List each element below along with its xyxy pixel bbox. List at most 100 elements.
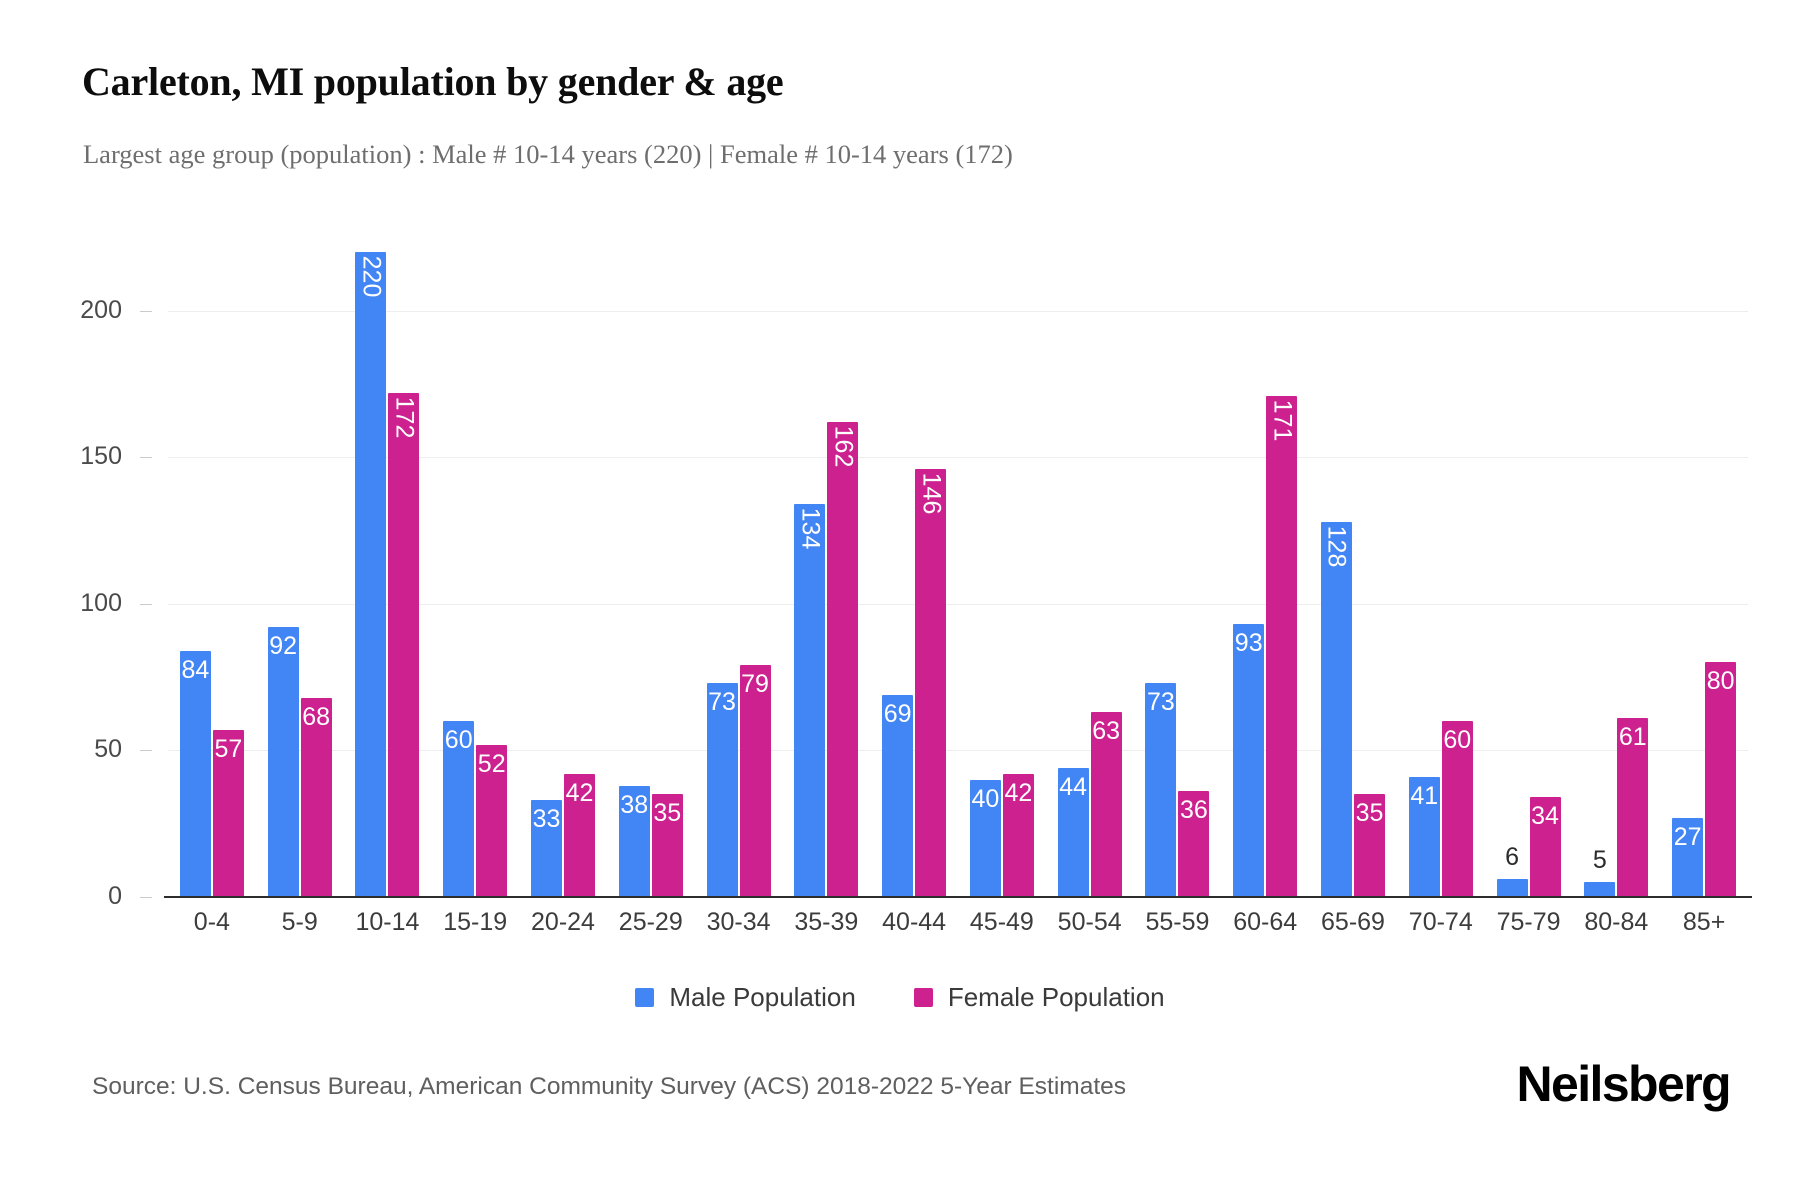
bar[interactable]: 92	[267, 627, 299, 897]
bar[interactable]: 57	[212, 729, 244, 897]
bar[interactable]: 79	[739, 665, 771, 897]
legend-label: Female Population	[947, 982, 1165, 1012]
bar[interactable]: 35	[651, 794, 683, 897]
bar-value-label: 162	[829, 425, 858, 468]
bar[interactable]: 44	[1057, 768, 1089, 897]
bar-group: 40 42	[958, 252, 1046, 897]
bar[interactable]: 27	[1672, 817, 1704, 897]
legend-item[interactable]: Male Population	[635, 982, 856, 1013]
bar[interactable]: 40	[969, 779, 1001, 897]
bar-value-label: 128	[1322, 525, 1351, 568]
bar[interactable]: 52	[476, 744, 508, 897]
bar-value-label: 60	[1443, 726, 1472, 755]
bar[interactable]: 63	[1090, 712, 1122, 897]
bar-value-label: 38	[620, 790, 649, 819]
bar-value-label: 172	[390, 396, 419, 439]
bar-value-label: 41	[1410, 781, 1439, 810]
bar[interactable]: 172	[388, 392, 420, 897]
bar-group: 33 42	[519, 252, 607, 897]
bar[interactable]: 162	[827, 422, 859, 897]
y-axis-tick-mark	[140, 750, 152, 752]
legend-item[interactable]: Female Population	[913, 982, 1165, 1013]
bar-value-label: 93	[1234, 629, 1263, 658]
bar[interactable]: 134	[794, 504, 826, 897]
bar-value-label: 69	[883, 699, 912, 728]
bar-value-label: 80	[1706, 667, 1735, 696]
bar-value-label: 5	[1592, 846, 1607, 875]
bar-value-label: 34	[1531, 802, 1559, 831]
x-axis-tick-label: 55-59	[1145, 908, 1210, 936]
bar-value-label: 33	[532, 805, 561, 834]
x-axis-tick-label: 45-49	[969, 908, 1034, 936]
x-axis-line	[164, 896, 1752, 898]
legend-swatch-icon	[635, 988, 655, 1007]
chart-subtitle: Largest age group (population) : Male # …	[83, 139, 1013, 169]
bar[interactable]: 61	[1617, 718, 1649, 897]
y-axis-tick-mark	[140, 310, 152, 312]
gridline	[168, 750, 1748, 752]
bar-value-label: 146	[917, 472, 946, 515]
bar-value-label: 6	[1505, 843, 1519, 872]
bar-value-label: 36	[1180, 796, 1208, 825]
bar-group: 93 171	[1221, 252, 1309, 897]
x-axis-tick-label: 5-9	[281, 908, 318, 936]
bar[interactable]: 38	[618, 785, 650, 897]
y-axis-tick-label: 150	[80, 442, 122, 471]
bar[interactable]: 84	[179, 650, 211, 897]
bar[interactable]: 60	[443, 721, 475, 897]
bar-value-label: 220	[357, 255, 386, 298]
bar[interactable]: 73	[706, 682, 738, 897]
bar-group: 6 34	[1485, 252, 1573, 897]
x-axis-tick-label: 85+	[1682, 908, 1726, 936]
bar-value-label: 27	[1673, 822, 1702, 851]
bar-value-label: 57	[214, 734, 243, 763]
y-axis-tick-mark	[140, 457, 152, 459]
bar[interactable]: 220	[355, 252, 387, 897]
plot-area: 84 57 92 68 220 172 60 52 33 42 38 35 73 79 134 162 69 14…	[164, 252, 1752, 936]
bar-group: 73 36	[1134, 252, 1222, 897]
bar-value-label: 44	[1059, 773, 1088, 801]
legend-label: Male Population	[669, 982, 856, 1012]
bar-value-label: 35	[653, 799, 682, 828]
x-axis-tick-label: 0-4	[193, 908, 230, 936]
x-axis-tick-label: 10-14	[355, 908, 420, 936]
x-axis-tick-label: 80-84	[1584, 908, 1649, 936]
bar[interactable]: 73	[1145, 682, 1177, 897]
y-axis-tick-label: 200	[80, 295, 122, 324]
x-axis-tick-label: 25-29	[618, 908, 683, 936]
bar[interactable]: 33	[530, 800, 562, 897]
x-axis-tick-label: 60-64	[1233, 908, 1298, 936]
page-title: Carleton, MI population by gender & age	[82, 59, 784, 104]
bar-group: 84 57	[168, 252, 256, 897]
x-axis-tick-label: 75-79	[1496, 908, 1561, 936]
bar-value-label: 40	[971, 784, 1000, 813]
bar[interactable]: 42	[1002, 773, 1034, 897]
bar[interactable]: 34	[1529, 797, 1561, 897]
gridline	[168, 457, 1748, 459]
bar[interactable]: 93	[1233, 624, 1265, 897]
y-axis-tick-label: 100	[80, 588, 122, 617]
brand-logo: Neilsberg	[1516, 1056, 1732, 1112]
bar[interactable]: 60	[1441, 721, 1473, 897]
y-axis-tick-label: 50	[94, 735, 122, 764]
bar[interactable]: 35	[1353, 794, 1385, 897]
bar[interactable]: 69	[882, 694, 914, 897]
bar[interactable]: 36	[1178, 791, 1210, 897]
bar-value-label: 60	[444, 726, 473, 755]
legend-swatch-icon	[913, 988, 933, 1007]
bar[interactable]: 80	[1705, 662, 1737, 897]
bar-group: 134 162	[782, 252, 870, 897]
bar[interactable]: 41	[1408, 776, 1440, 897]
y-axis-tick-mark	[140, 897, 152, 898]
bar[interactable]: 171	[1266, 395, 1298, 897]
bar[interactable]: 6	[1496, 845, 1528, 897]
bar-value-label: 68	[302, 702, 331, 731]
bar[interactable]: 42	[563, 773, 595, 897]
bar[interactable]: 128	[1320, 521, 1352, 897]
bar[interactable]: 68	[300, 697, 332, 897]
bar-group: 128 35	[1309, 252, 1397, 897]
bar-group: 41 60	[1397, 252, 1485, 897]
bar-group: 69 146	[870, 252, 958, 897]
bar[interactable]: 146	[915, 468, 947, 897]
bar[interactable]: 5	[1584, 848, 1616, 897]
